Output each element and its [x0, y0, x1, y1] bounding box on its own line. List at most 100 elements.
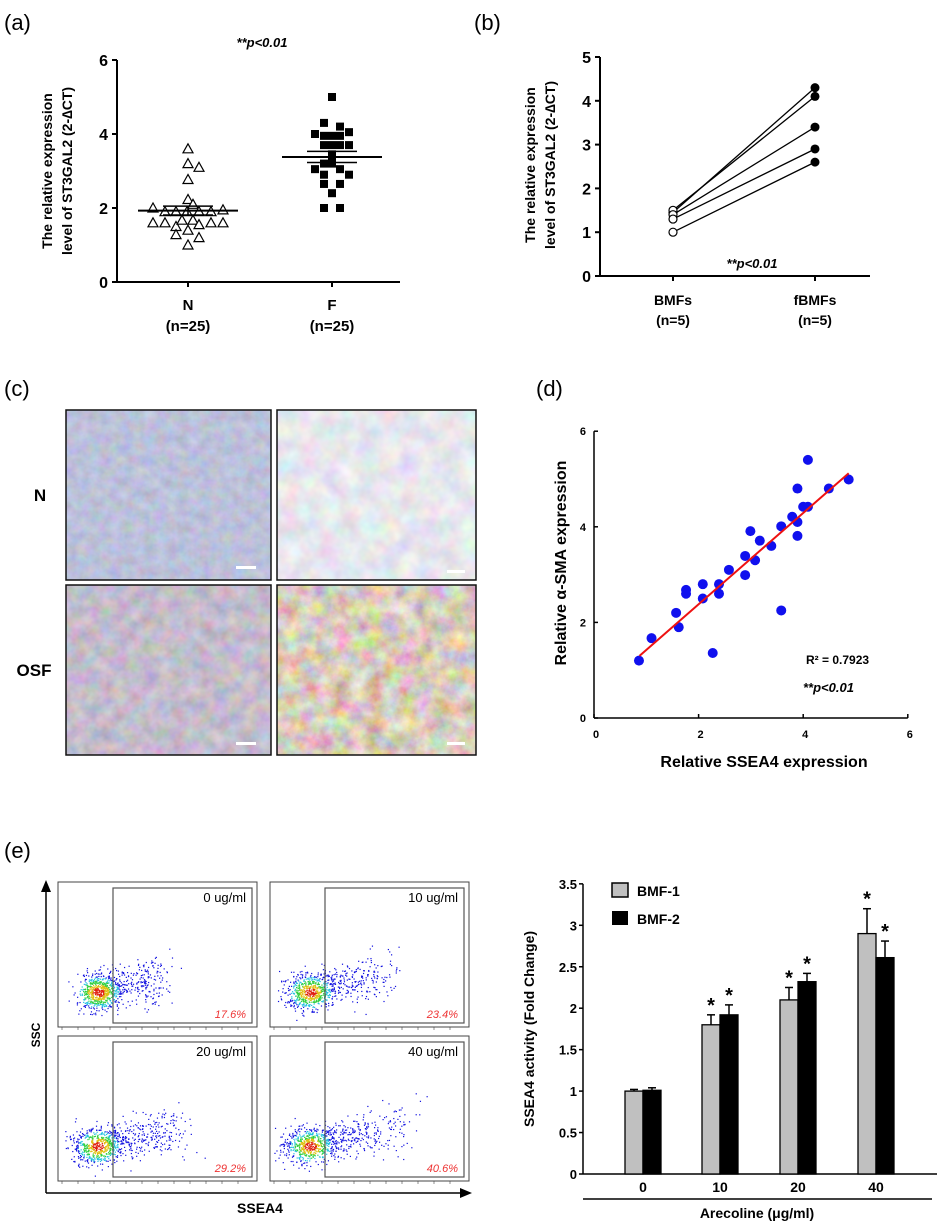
- event-dot: [96, 989, 98, 991]
- event-dot: [369, 1146, 371, 1148]
- event-dot: [94, 993, 97, 995]
- event-dot: [173, 1119, 175, 1122]
- event-dot: [315, 994, 317, 996]
- event-dot: [157, 1124, 159, 1126]
- data-point: [697, 593, 708, 604]
- event-dot: [96, 1153, 99, 1156]
- event-dot: [320, 1142, 322, 1145]
- event-dot: [113, 1136, 115, 1138]
- event-dot: [294, 1150, 296, 1152]
- event-dot: [328, 1002, 330, 1005]
- gate-box: [112, 887, 253, 1024]
- event-dot: [124, 1136, 127, 1138]
- event-dot: [102, 998, 104, 1000]
- event-dot: [316, 1147, 318, 1150]
- event-dot: [104, 985, 106, 987]
- gate-percentage: 23.4%: [426, 1009, 458, 1021]
- event-dot: [146, 984, 148, 987]
- event-dot: [99, 973, 101, 975]
- event-dot: [284, 1141, 286, 1143]
- event-dot: [316, 1130, 318, 1133]
- event-dot: [105, 993, 107, 995]
- event-dot: [304, 1146, 307, 1148]
- event-dot: [302, 999, 305, 1001]
- scale-bar: [236, 742, 256, 745]
- event-dot: [328, 979, 330, 981]
- panel-e-bar: SSEA4 activity (Fold Change) 00.511.522.…: [521, 877, 937, 1221]
- event-dot: [98, 1145, 100, 1147]
- event-dot: [139, 1150, 141, 1152]
- y-axis-label-line2: level of ST3GAL2 (2-∆CT): [59, 87, 75, 255]
- event-dot: [103, 986, 105, 988]
- event-dot: [365, 1128, 367, 1131]
- event-dot: [326, 974, 328, 976]
- event-dot: [76, 1141, 78, 1143]
- event-dot: [107, 991, 109, 993]
- event-dot: [307, 1139, 309, 1141]
- event-dot: [86, 997, 88, 999]
- legend-swatch-bmf-2: [612, 911, 628, 925]
- event-dot: [321, 1156, 324, 1159]
- event-dot: [115, 983, 117, 986]
- event-dot: [300, 1141, 302, 1144]
- event-dot: [73, 1137, 76, 1139]
- event-dot: [323, 964, 325, 967]
- event-dot: [403, 1124, 405, 1126]
- event-dot: [120, 985, 122, 987]
- event-dot: [335, 1124, 337, 1126]
- event-dot: [302, 983, 304, 985]
- event-dot: [327, 991, 329, 994]
- event-dot: [322, 1134, 324, 1137]
- event-dot: [299, 1148, 301, 1150]
- event-dot: [154, 1146, 156, 1148]
- event-dot: [315, 1144, 318, 1147]
- event-dot: [146, 971, 148, 973]
- event-dot: [102, 1008, 104, 1011]
- data-point-square: [336, 165, 344, 174]
- event-dot: [395, 1110, 397, 1113]
- event-dot: [352, 1137, 354, 1139]
- event-dot: [98, 1159, 100, 1161]
- x-tick-label: 0: [593, 729, 599, 741]
- event-dot: [136, 972, 138, 974]
- event-dot: [326, 1153, 328, 1155]
- event-dot: [94, 1161, 96, 1163]
- event-dot: [343, 977, 345, 979]
- event-dot: [319, 978, 321, 980]
- event-dot: [319, 1124, 321, 1127]
- event-dot: [327, 994, 329, 997]
- event-dot: [122, 983, 124, 985]
- event-dot: [87, 989, 89, 991]
- event-dot: [331, 985, 333, 987]
- event-dot: [99, 991, 101, 993]
- event-dot: [93, 992, 95, 994]
- event-dot: [300, 1160, 302, 1163]
- event-dot: [318, 1140, 320, 1142]
- event-dot: [66, 1136, 68, 1138]
- event-dot: [129, 1004, 131, 1007]
- event-dot: [82, 1154, 84, 1156]
- event-dot: [104, 1155, 106, 1157]
- event-dot: [308, 1155, 311, 1157]
- x-tick-label: 20: [790, 1179, 806, 1195]
- event-dot: [139, 978, 141, 980]
- event-dot: [326, 1149, 328, 1151]
- event-dot: [106, 990, 108, 992]
- event-dot: [90, 987, 92, 989]
- event-dot: [83, 1143, 85, 1145]
- event-dot: [362, 980, 364, 982]
- event-dot: [329, 971, 331, 973]
- event-dot: [305, 974, 307, 976]
- event-dot: [95, 988, 97, 990]
- event-dot: [303, 1153, 306, 1155]
- event-dot: [334, 1145, 337, 1147]
- event-dot: [321, 978, 323, 981]
- event-dot: [166, 981, 168, 983]
- data-point-square: [336, 141, 344, 150]
- event-dot: [298, 982, 301, 984]
- x-tick-sublabel-fbmfs: (n=5): [798, 312, 832, 328]
- event-dot: [90, 979, 92, 981]
- event-dot: [126, 979, 129, 981]
- event-dot: [320, 1135, 322, 1137]
- event-dot: [79, 990, 81, 993]
